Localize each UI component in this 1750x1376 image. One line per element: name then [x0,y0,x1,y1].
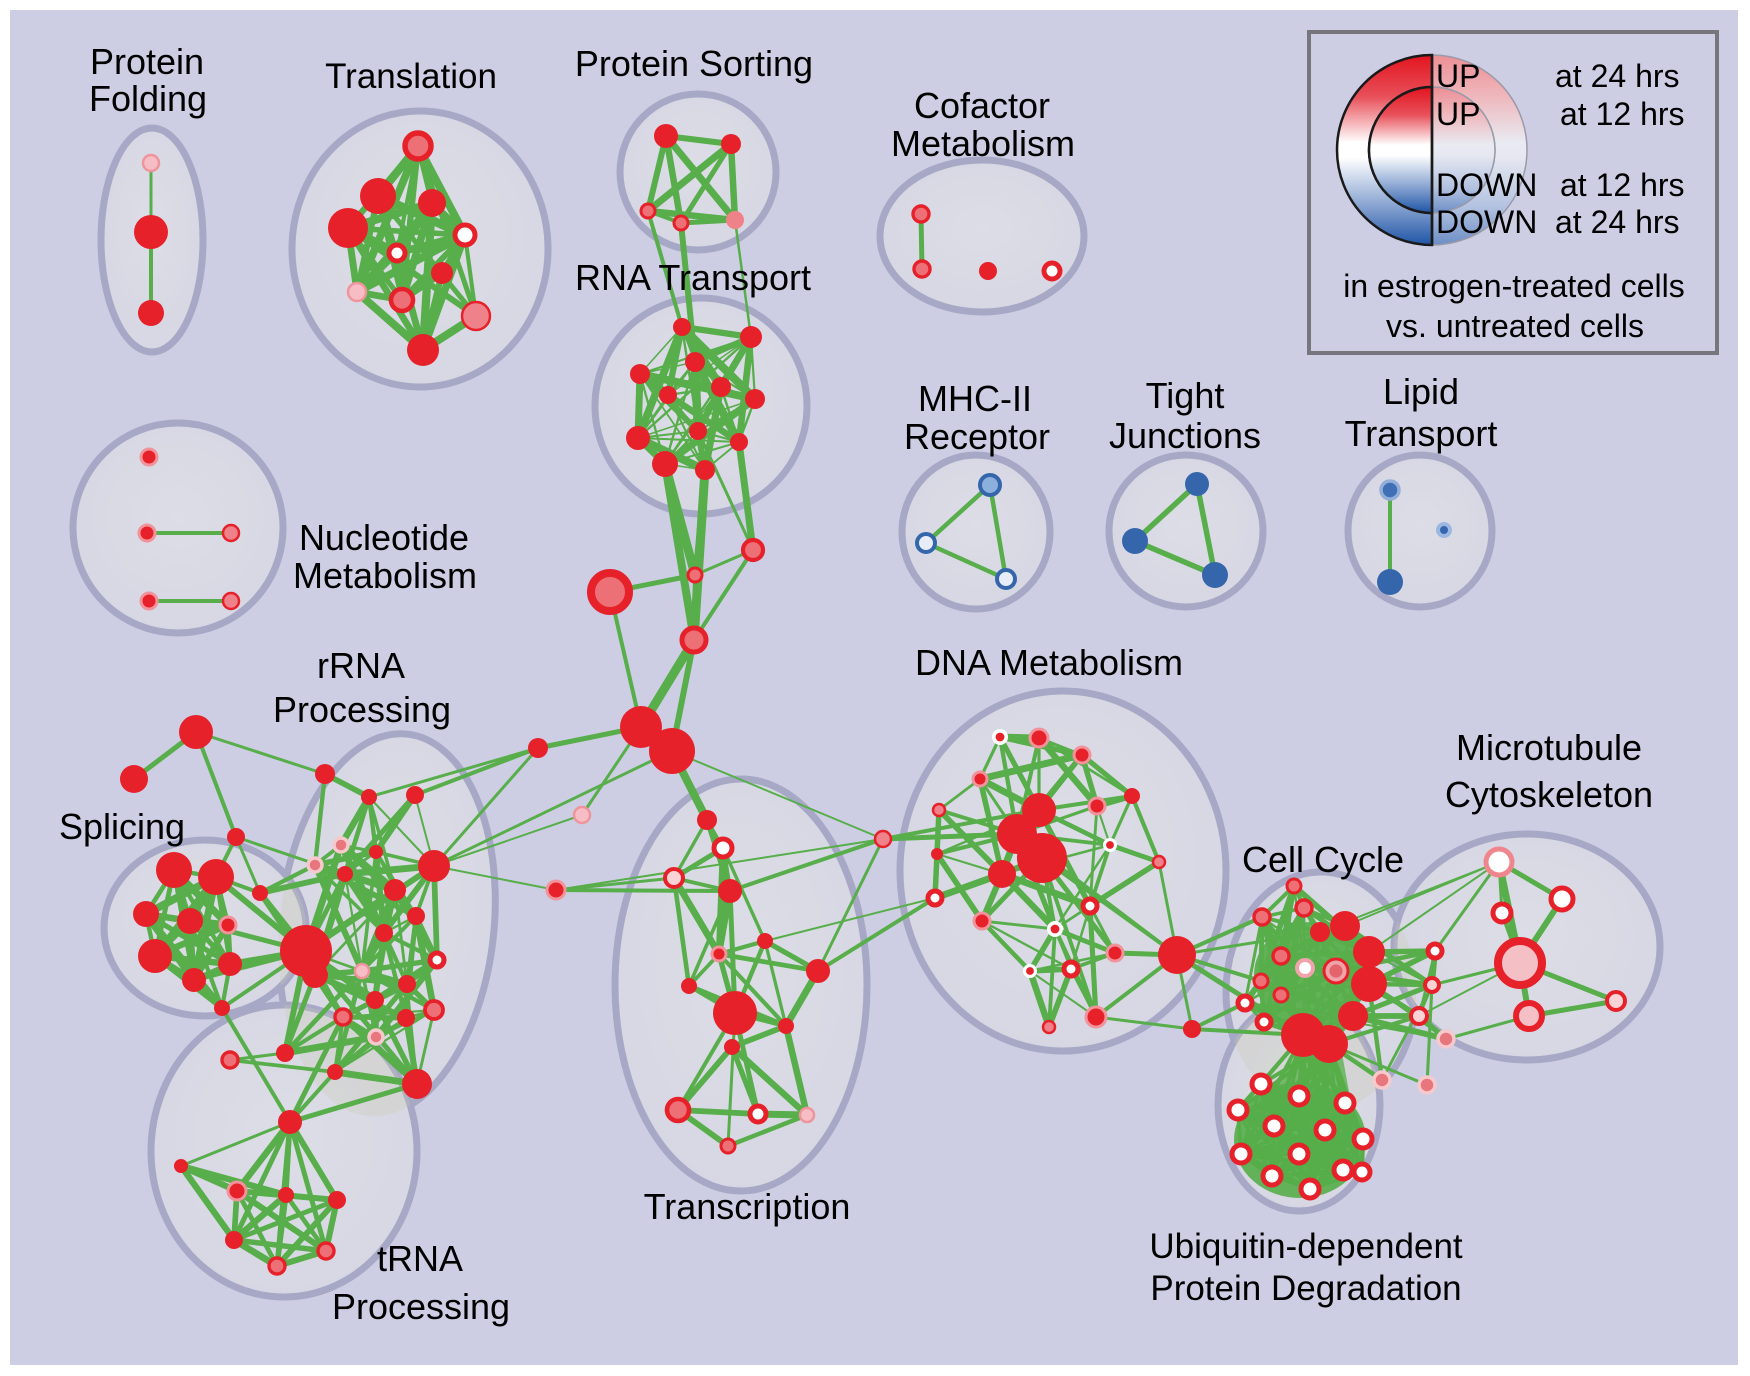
svg-text:UP: UP [1436,96,1480,132]
svg-text:Cytoskeleton: Cytoskeleton [1445,774,1653,815]
svg-text:Cell Cycle: Cell Cycle [1242,839,1404,880]
svg-text:DNA Metabolism: DNA Metabolism [915,642,1183,683]
svg-text:Splicing: Splicing [59,806,185,847]
svg-text:Microtubule: Microtubule [1456,727,1642,768]
svg-text:Metabolism: Metabolism [293,555,477,596]
svg-text:RNA Transport: RNA Transport [575,257,811,298]
svg-text:MHC-II: MHC-II [918,378,1032,419]
svg-text:Protein: Protein [90,41,204,82]
svg-text:DOWN: DOWN [1436,167,1537,203]
svg-text:Tight: Tight [1146,375,1225,416]
svg-text:Cofactor: Cofactor [914,85,1050,126]
svg-text:Lipid: Lipid [1383,371,1459,412]
svg-text:vs. untreated cells: vs. untreated cells [1386,308,1644,344]
svg-text:at 12 hrs: at 12 hrs [1560,96,1685,132]
svg-text:at 12 hrs: at 12 hrs [1560,167,1685,203]
svg-text:Transport: Transport [1345,413,1498,454]
svg-text:Transcription: Transcription [644,1186,851,1227]
svg-text:DOWN: DOWN [1436,204,1537,240]
svg-text:Metabolism: Metabolism [891,123,1075,164]
svg-text:in estrogen-treated cells: in estrogen-treated cells [1343,268,1685,304]
svg-text:at 24 hrs: at 24 hrs [1555,58,1680,94]
svg-text:Junctions: Junctions [1109,415,1261,456]
svg-text:Processing: Processing [332,1286,510,1327]
svg-text:Translation: Translation [325,57,497,96]
svg-text:Folding: Folding [89,78,207,119]
svg-text:Protein Degradation: Protein Degradation [1150,1269,1461,1308]
svg-text:Processing: Processing [273,689,451,730]
svg-text:Nucleotide: Nucleotide [299,517,469,558]
svg-text:tRNA: tRNA [377,1238,463,1279]
svg-text:UP: UP [1436,58,1480,94]
svg-text:at 24 hrs: at 24 hrs [1555,204,1680,240]
svg-text:Ubiquitin-dependent: Ubiquitin-dependent [1149,1227,1463,1266]
svg-text:Receptor: Receptor [904,416,1050,457]
svg-text:rRNA: rRNA [317,645,405,686]
svg-text:Protein Sorting: Protein Sorting [575,43,813,84]
